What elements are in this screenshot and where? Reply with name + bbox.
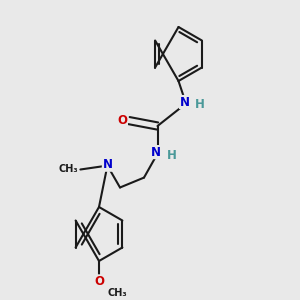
- Text: H: H: [195, 98, 205, 112]
- Text: CH₃: CH₃: [58, 164, 78, 174]
- Text: O: O: [117, 113, 128, 127]
- Text: CH₃: CH₃: [108, 287, 128, 298]
- Text: H: H: [167, 148, 176, 162]
- Text: N: N: [179, 95, 190, 109]
- Text: N: N: [151, 146, 161, 159]
- Text: O: O: [94, 275, 104, 288]
- Text: N: N: [102, 158, 112, 171]
